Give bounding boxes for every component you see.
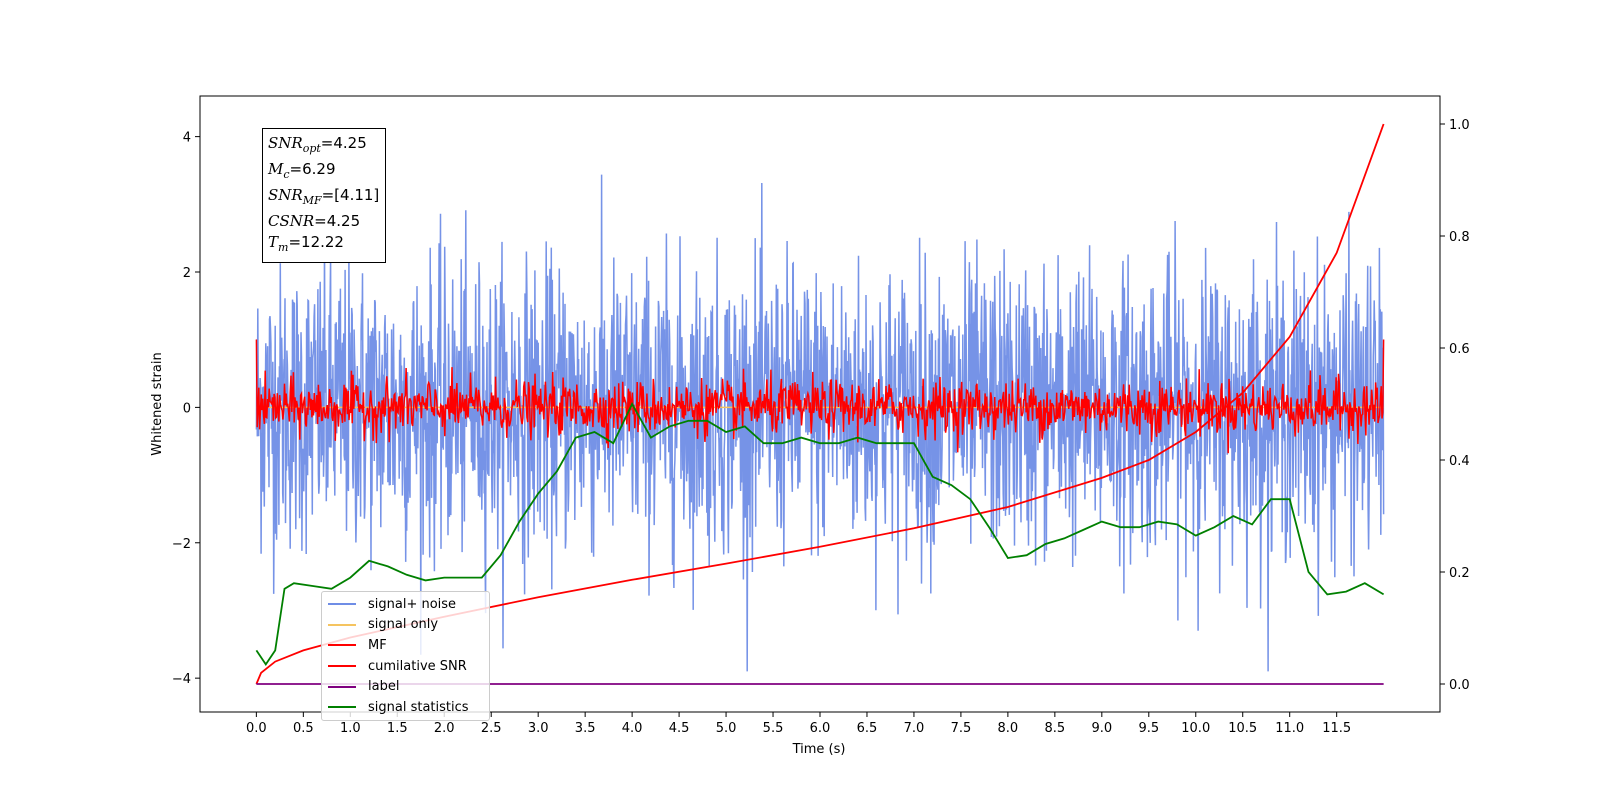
legend-item: label: [328, 676, 485, 697]
x-tick-label: 0.0: [246, 721, 267, 736]
x-tick-label: 6.0: [810, 721, 831, 736]
series-signal-statistics: [255, 402, 1385, 667]
legend-swatch: [328, 706, 356, 709]
x-tick-label: 6.5: [857, 721, 878, 736]
chart-legend: signal+ noise signal only MF cumilative …: [321, 591, 490, 721]
x-tick-label: 8.0: [998, 721, 1019, 736]
x-tick-label: 11.5: [1322, 721, 1351, 736]
x-axis: 0.0 0.5 1.0 1.5 2.0 2.5 3.0 3.5 4.0 4.5 5.0 5.5 6.0 6…: [246, 712, 1351, 736]
y2-tick-label: 1.0: [1449, 118, 1470, 133]
y-tick-label: 2: [183, 266, 191, 281]
x-tick-label: 11.0: [1275, 721, 1304, 736]
legend-item: cumilative SNR: [328, 656, 485, 677]
y2-tick-label: 0.2: [1449, 566, 1470, 581]
y-tick-label: −4: [172, 672, 191, 687]
x-tick-label: 0.5: [293, 721, 314, 736]
stats-csnr: CSNR=4.25: [268, 212, 361, 230]
x-tick-label: 7.5: [951, 721, 972, 736]
x-tick-label: 9.5: [1138, 721, 1159, 736]
x-tick-label: 7.0: [904, 721, 925, 736]
x-tick-label: 1.0: [340, 721, 361, 736]
y-axis-left: 4 2 0 −2 −4: [172, 131, 200, 687]
plot-area: [255, 123, 1385, 685]
x-tick-label: 8.5: [1045, 721, 1066, 736]
legend-swatch: [328, 623, 356, 626]
y-axis-right: 1.0 0.8 0.6 0.4 0.2 0.0: [1440, 118, 1470, 693]
y-tick-label: −2: [172, 537, 191, 552]
y2-tick-label: 0.8: [1449, 230, 1470, 245]
legend-swatch: [328, 644, 356, 647]
y-tick-label: 0: [183, 401, 191, 416]
legend-label: cumilative SNR: [368, 658, 467, 674]
series-cumulative-snr: [255, 123, 1385, 685]
legend-label: MF: [368, 637, 387, 653]
legend-swatch: [328, 665, 356, 668]
legend-swatch: [328, 603, 356, 606]
y-axis-label: Whitened strain: [150, 352, 165, 455]
x-tick-label: 2.0: [434, 721, 455, 736]
stats-snr-mf: SNRMF=[4.11]: [268, 186, 380, 207]
legend-label: signal statistics: [368, 699, 469, 715]
x-tick-label: 4.0: [622, 721, 643, 736]
stats-tm: Tm=12.22: [268, 233, 344, 254]
stats-snr-opt: SNRopt=4.25: [268, 134, 367, 155]
series-mf: [255, 339, 1385, 454]
x-axis-label: Time (s): [792, 742, 846, 757]
x-tick-label: 5.5: [763, 721, 784, 736]
y2-tick-label: 0.6: [1449, 342, 1470, 357]
x-tick-label: 1.5: [387, 721, 408, 736]
legend-item: MF: [328, 635, 485, 656]
x-tick-label: 3.5: [575, 721, 596, 736]
legend-label: signal only: [368, 617, 439, 633]
x-tick-label: 2.5: [481, 721, 502, 736]
y-tick-label: 4: [183, 131, 191, 146]
x-tick-label: 3.0: [528, 721, 549, 736]
x-tick-label: 9.0: [1091, 721, 1112, 736]
x-tick-label: 10.5: [1228, 721, 1257, 736]
stats-mc: Mc=6.29: [268, 160, 336, 181]
legend-label: signal+ noise: [368, 596, 457, 612]
y2-tick-label: 0.0: [1449, 678, 1470, 693]
y2-tick-label: 0.4: [1449, 454, 1470, 469]
legend-swatch: [328, 685, 356, 688]
legend-item: signal+ noise: [328, 594, 485, 615]
stats-annotation-box: SNRopt=4.25 Mc=6.29 SNRMF=[4.11] CSNR=4.…: [262, 128, 387, 263]
legend-item: signal only: [328, 615, 485, 636]
legend-label: label: [368, 679, 400, 695]
legend-item: signal statistics: [328, 697, 485, 718]
x-tick-label: 10.0: [1181, 721, 1210, 736]
x-tick-label: 4.5: [669, 721, 690, 736]
x-tick-label: 5.0: [716, 721, 737, 736]
